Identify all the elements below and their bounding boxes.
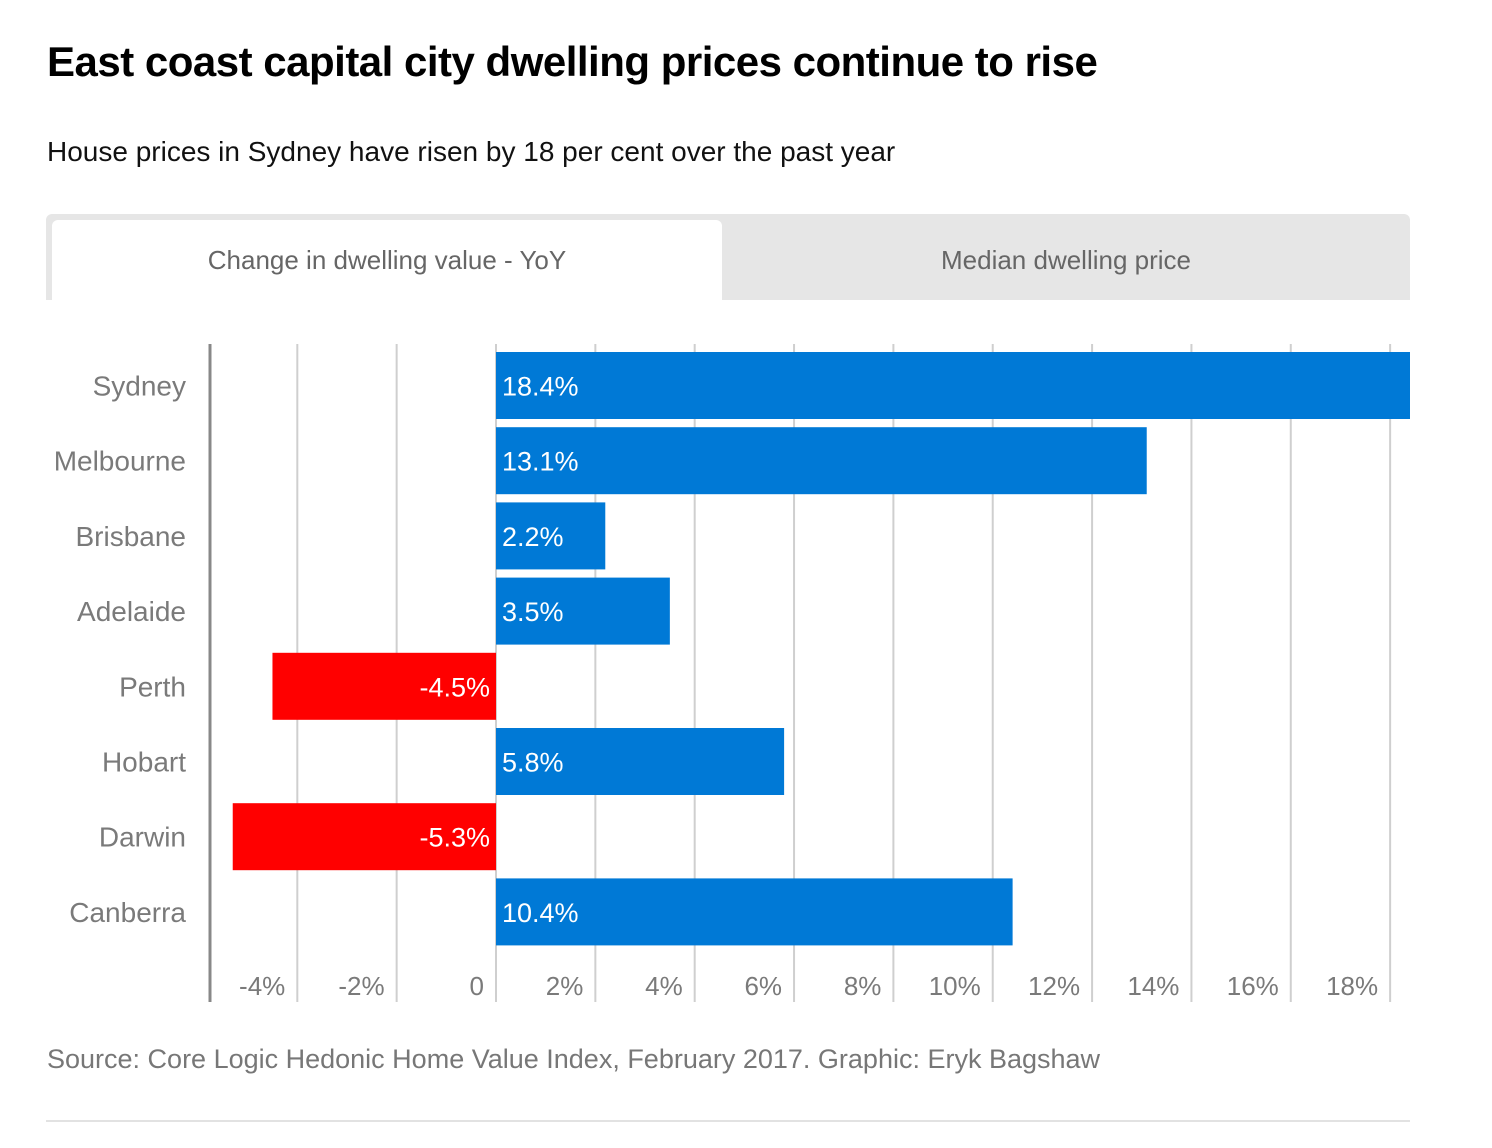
tab-median-dwelling-price[interactable]: Median dwelling price (940, 244, 1192, 275)
bar (496, 878, 1013, 946)
bottom-divider (46, 1120, 1410, 1122)
x-tick-label: 16% (1227, 971, 1279, 1001)
category-label: Canberra (69, 897, 186, 928)
category-label: Hobart (102, 747, 186, 778)
bar (496, 728, 785, 795)
x-tick-label: 10% (929, 971, 981, 1001)
bar (496, 352, 1410, 419)
source-note: Source: Core Logic Hedonic Home Value In… (47, 1044, 1101, 1074)
x-tick-label: 6% (744, 971, 782, 1001)
tab-change-in-dwelling-value[interactable]: Change in dwelling value - YoY (52, 220, 722, 300)
x-tick-label: 8% (844, 971, 882, 1001)
x-tick-label: 4% (645, 971, 683, 1001)
x-tick-label: 12% (1028, 971, 1080, 1001)
chart-subtitle: House prices in Sydney have risen by 18 … (47, 136, 896, 167)
x-tick-label: -4% (239, 971, 285, 1001)
data-label: 3.5% (502, 597, 564, 627)
category-label: Melbourne (54, 446, 186, 477)
x-tick-label: 14% (1127, 971, 1179, 1001)
category-label: Adelaide (77, 596, 186, 627)
bar (232, 803, 496, 871)
tab-bar: Change in dwelling value - YoY Median dw… (46, 214, 1410, 300)
data-label: 2.2% (502, 522, 564, 552)
data-label: -5.3% (419, 823, 490, 853)
data-label: -4.5% (419, 672, 490, 702)
data-label: 10.4% (502, 898, 579, 928)
bar (496, 577, 670, 645)
category-label: Brisbane (75, 521, 186, 552)
data-label: 13.1% (502, 447, 579, 477)
x-tick-label: 0 (470, 971, 484, 1001)
bar (496, 427, 1147, 495)
category-label: Sydney (93, 371, 186, 402)
x-tick-label: -2% (338, 971, 384, 1001)
data-label: 5.8% (502, 748, 564, 778)
data-label: 18.4% (502, 372, 579, 402)
chart-title: East coast capital city dwelling prices … (47, 38, 1098, 85)
bar (496, 502, 606, 570)
category-label: Darwin (99, 822, 186, 853)
x-tick-label: 2% (546, 971, 584, 1001)
x-tick-label: 18% (1326, 971, 1378, 1001)
category-label: Perth (119, 671, 186, 702)
bar (272, 652, 496, 720)
bar-chart: 18.4% Sydney 13.1% Melbourne 2.2% Brisbane 3.5… (54, 344, 1410, 1002)
